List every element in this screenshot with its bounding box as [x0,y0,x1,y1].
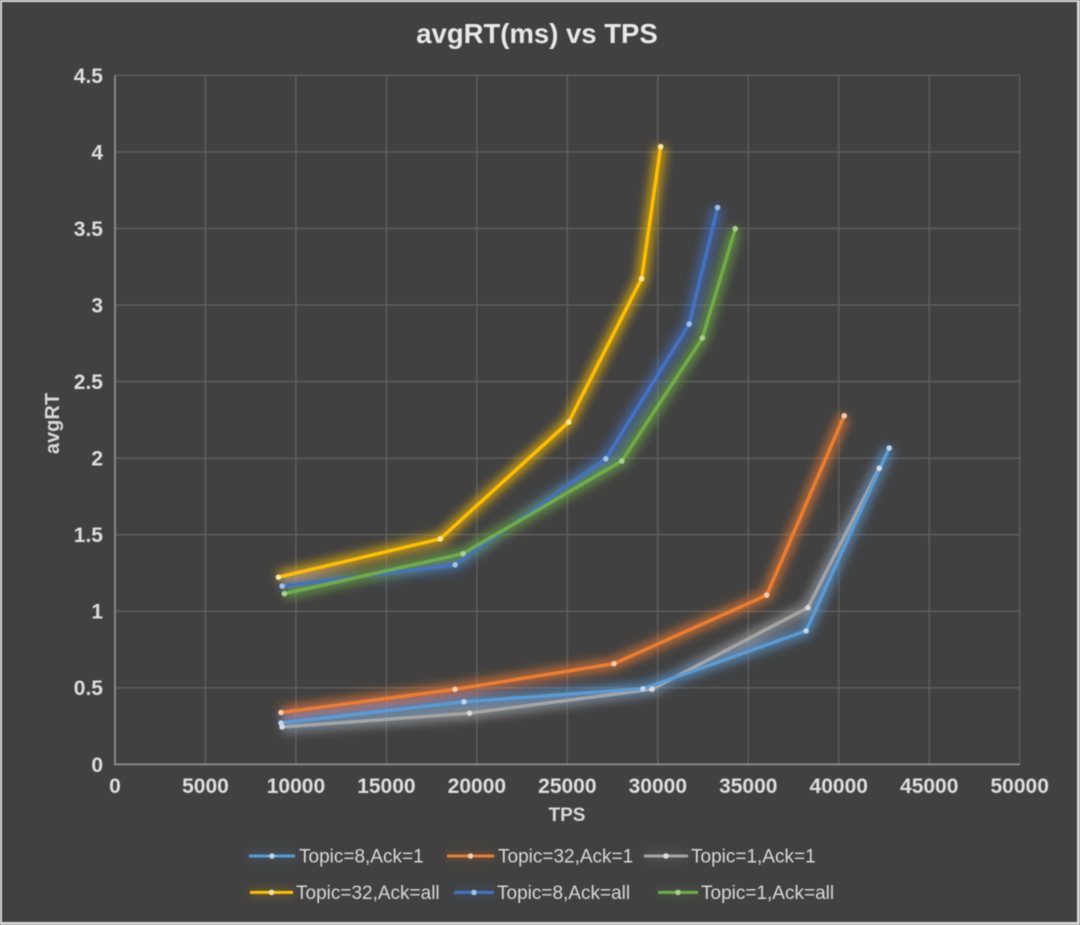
svg-text:50000: 50000 [990,775,1048,798]
svg-text:3.5: 3.5 [74,218,104,241]
svg-text:Topic=32,Ack=1: Topic=32,Ack=1 [498,847,633,868]
svg-text:40000: 40000 [810,775,868,798]
svg-text:Topic=8,Ack=1: Topic=8,Ack=1 [299,847,424,868]
svg-text:0.5: 0.5 [74,677,104,700]
svg-text:15000: 15000 [357,775,415,798]
svg-text:Topic=32,Ack=all: Topic=32,Ack=all [296,883,440,904]
svg-text:1: 1 [91,601,103,624]
svg-text:20000: 20000 [448,775,506,798]
svg-text:Topic=1,Ack=1: Topic=1,Ack=1 [691,847,816,868]
svg-text:30000: 30000 [629,775,687,798]
svg-text:Topic=8,Ack=all: Topic=8,Ack=all [497,883,630,904]
svg-text:Topic=1,Ack=all: Topic=1,Ack=all [701,883,834,904]
svg-text:5000: 5000 [182,775,229,798]
svg-text:avgRT: avgRT [42,393,64,454]
svg-text:TPS: TPS [549,805,586,826]
svg-text:3: 3 [91,294,103,317]
svg-text:0: 0 [91,754,103,777]
svg-text:4.5: 4.5 [74,65,104,88]
svg-text:2: 2 [91,448,103,471]
svg-text:2.5: 2.5 [74,371,104,394]
svg-text:1.5: 1.5 [74,524,104,547]
svg-text:avgRT(ms) vs TPS: avgRT(ms) vs TPS [416,18,657,49]
svg-text:10000: 10000 [267,775,325,798]
svg-text:25000: 25000 [538,775,596,798]
svg-text:45000: 45000 [900,775,958,798]
svg-text:35000: 35000 [719,775,777,798]
svg-text:0: 0 [109,775,121,798]
svg-text:4: 4 [91,141,103,164]
